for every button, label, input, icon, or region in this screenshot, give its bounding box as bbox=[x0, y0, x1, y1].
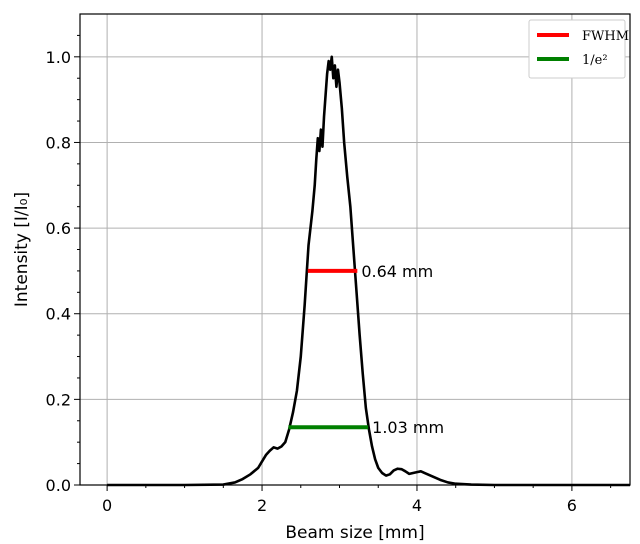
legend-label-1-over-e2: 1/e² bbox=[582, 53, 608, 68]
y-tick-label: 0.8 bbox=[46, 133, 71, 152]
y-tick-label: 0.4 bbox=[46, 305, 71, 324]
y-axis-label: Intensity [I/I₀] bbox=[12, 192, 32, 307]
plot-area bbox=[107, 55, 630, 487]
e2-width-line-annotation: 1.03 mm bbox=[372, 418, 444, 437]
x-tick-label: 6 bbox=[567, 496, 577, 515]
fwhm-line-annotation: 0.64 mm bbox=[361, 262, 433, 281]
y-tick-label: 1.0 bbox=[46, 48, 71, 67]
grid-lines bbox=[80, 14, 630, 486]
axis-ticks: 0 2 4 6 0.0 0.2 0.4 0.6 0.8 1.0 bbox=[46, 34, 612, 515]
y-tick-label: 0.6 bbox=[46, 219, 71, 238]
x-axis-label: Beam size [mm] bbox=[285, 523, 424, 543]
y-tick-label: 0.2 bbox=[46, 390, 71, 409]
legend-label-fwhm: FWHM bbox=[582, 29, 629, 44]
plot-frame bbox=[79, 13, 631, 486]
x-tick-label: 0 bbox=[102, 496, 112, 515]
beam-profile-line bbox=[107, 55, 630, 487]
x-tick-label: 4 bbox=[412, 496, 422, 515]
y-tick-label: 0.0 bbox=[46, 476, 71, 495]
x-tick-label: 2 bbox=[257, 496, 267, 515]
legend: FWHM 1/e² bbox=[528, 19, 629, 79]
annotations: 0.64 mm 1.03 mm bbox=[361, 262, 444, 437]
